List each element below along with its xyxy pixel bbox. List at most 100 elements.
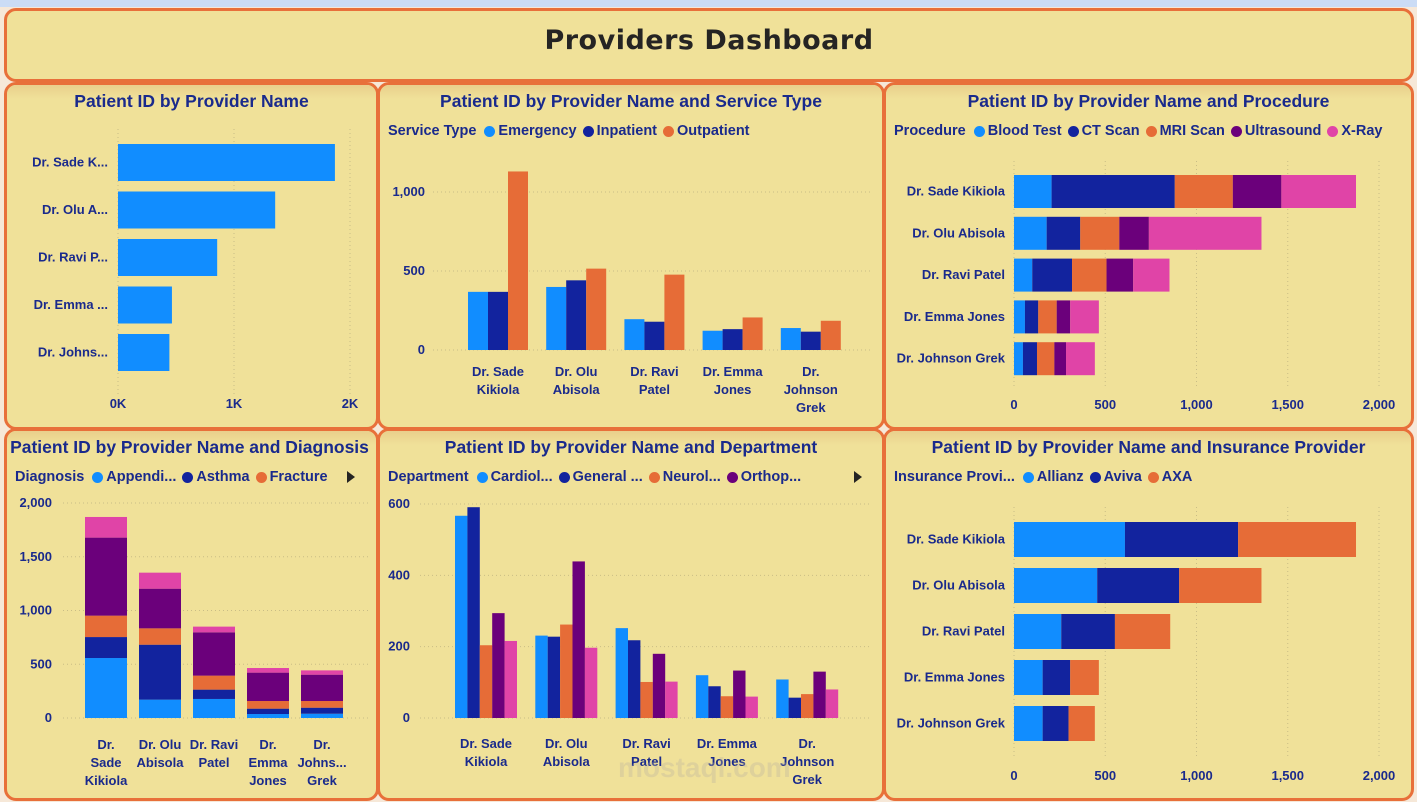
- bar[interactable]: [664, 274, 685, 350]
- bar[interactable]: [572, 561, 585, 718]
- chart-panel-procedure[interactable]: Patient ID by Provider Name and Procedur…: [883, 82, 1414, 430]
- bar-segment[interactable]: [193, 698, 235, 718]
- bar-segment[interactable]: [1051, 175, 1175, 208]
- bar-segment[interactable]: [1024, 300, 1039, 334]
- bar-segment[interactable]: [1133, 258, 1170, 292]
- bar[interactable]: [742, 317, 763, 350]
- bar-segment[interactable]: [1281, 175, 1357, 208]
- bar-segment[interactable]: [1042, 706, 1069, 741]
- bar-segment[interactable]: [301, 670, 343, 675]
- bar[interactable]: [720, 696, 734, 718]
- bar[interactable]: [566, 280, 587, 350]
- bar[interactable]: [508, 171, 528, 350]
- bar-segment[interactable]: [193, 626, 235, 633]
- bar-segment[interactable]: [85, 516, 127, 538]
- bar[interactable]: [702, 330, 723, 350]
- bar-segment[interactable]: [247, 714, 289, 718]
- bar-segment[interactable]: [85, 537, 127, 616]
- bar-segment[interactable]: [247, 668, 289, 673]
- bar-segment[interactable]: [193, 689, 235, 699]
- legend-item[interactable]: Neurol...: [648, 469, 721, 485]
- bar[interactable]: [118, 239, 218, 276]
- bar[interactable]: [733, 670, 746, 718]
- bar-segment[interactable]: [1056, 300, 1071, 334]
- bar[interactable]: [628, 640, 641, 718]
- bar[interactable]: [708, 686, 721, 718]
- bar-segment[interactable]: [247, 708, 289, 715]
- bar-segment[interactable]: [1014, 568, 1098, 603]
- chart-panel-insurance[interactable]: Patient ID by Provider Name and Insuranc…: [883, 428, 1414, 801]
- bar[interactable]: [546, 286, 567, 350]
- legend-item[interactable]: Aviva: [1089, 469, 1142, 485]
- legend-item[interactable]: Outpatient: [663, 123, 750, 139]
- bar-segment[interactable]: [1022, 342, 1037, 376]
- bar-segment[interactable]: [1080, 216, 1120, 250]
- bar-segment[interactable]: [1066, 342, 1095, 376]
- bar-segment[interactable]: [247, 672, 289, 702]
- bar-segment[interactable]: [139, 699, 181, 718]
- bar[interactable]: [813, 671, 826, 718]
- bar[interactable]: [624, 319, 645, 350]
- chart-panel-diagnosis[interactable]: Patient ID by Provider Name and Diagnosi…: [4, 428, 379, 801]
- bar[interactable]: [488, 291, 508, 350]
- bar[interactable]: [504, 640, 517, 718]
- legend-next-arrow-icon[interactable]: [347, 471, 355, 483]
- legend-item[interactable]: Emergency: [484, 123, 577, 139]
- bar[interactable]: [665, 681, 678, 718]
- bar-segment[interactable]: [139, 628, 181, 645]
- bar[interactable]: [615, 628, 628, 718]
- bar-segment[interactable]: [1014, 300, 1025, 334]
- bar[interactable]: [801, 694, 814, 718]
- bar[interactable]: [788, 697, 801, 718]
- bar-segment[interactable]: [85, 637, 127, 659]
- legend-item[interactable]: General ...: [558, 469, 643, 485]
- bar[interactable]: [745, 696, 758, 718]
- chart-panel-department[interactable]: Patient ID by Provider Name and Departme…: [377, 428, 885, 801]
- bar-segment[interactable]: [85, 615, 127, 638]
- bar-segment[interactable]: [1238, 522, 1357, 557]
- bar[interactable]: [820, 320, 841, 350]
- bar-segment[interactable]: [1046, 216, 1081, 250]
- bar-segment[interactable]: [1232, 175, 1282, 208]
- bar-segment[interactable]: [1036, 342, 1055, 376]
- bar-segment[interactable]: [1174, 175, 1233, 208]
- legend-item[interactable]: Fracture: [255, 469, 328, 485]
- bar[interactable]: [584, 647, 598, 718]
- bar-segment[interactable]: [1054, 342, 1067, 376]
- chart-panel-service-type[interactable]: Patient ID by Provider Name and Service …: [377, 82, 885, 430]
- bar-segment[interactable]: [1119, 216, 1149, 250]
- bar-segment[interactable]: [301, 674, 343, 702]
- bar[interactable]: [118, 144, 335, 181]
- bar-segment[interactable]: [1106, 258, 1134, 292]
- legend-item[interactable]: AXA: [1147, 469, 1192, 485]
- legend-item[interactable]: Appendi...: [92, 469, 176, 485]
- bar-segment[interactable]: [301, 713, 343, 718]
- legend-item[interactable]: Orthop...: [726, 469, 801, 485]
- bar[interactable]: [468, 291, 488, 350]
- bar-segment[interactable]: [1014, 706, 1043, 741]
- bar-segment[interactable]: [1014, 660, 1043, 695]
- legend-next-arrow-icon[interactable]: [854, 471, 862, 483]
- bar-segment[interactable]: [1072, 258, 1107, 292]
- bar[interactable]: [640, 681, 653, 718]
- bar[interactable]: [722, 329, 743, 350]
- bar-segment[interactable]: [1014, 216, 1047, 250]
- bar[interactable]: [800, 331, 821, 350]
- bar-segment[interactable]: [1014, 175, 1052, 208]
- bar[interactable]: [492, 613, 505, 718]
- bar[interactable]: [535, 635, 548, 718]
- bar[interactable]: [780, 328, 801, 350]
- bar-segment[interactable]: [1038, 300, 1057, 334]
- bar-segment[interactable]: [193, 675, 235, 690]
- bar-segment[interactable]: [1070, 660, 1099, 695]
- legend-item[interactable]: Blood Test: [973, 123, 1062, 139]
- bar-segment[interactable]: [1014, 258, 1033, 292]
- bar[interactable]: [652, 653, 666, 718]
- bar[interactable]: [586, 268, 607, 350]
- bar-segment[interactable]: [1068, 706, 1095, 741]
- bar-segment[interactable]: [85, 658, 127, 718]
- legend-item[interactable]: Allianz: [1022, 469, 1084, 485]
- bar-segment[interactable]: [1097, 568, 1180, 603]
- bar[interactable]: [118, 286, 172, 324]
- legend-item[interactable]: Cardiol...: [476, 469, 553, 485]
